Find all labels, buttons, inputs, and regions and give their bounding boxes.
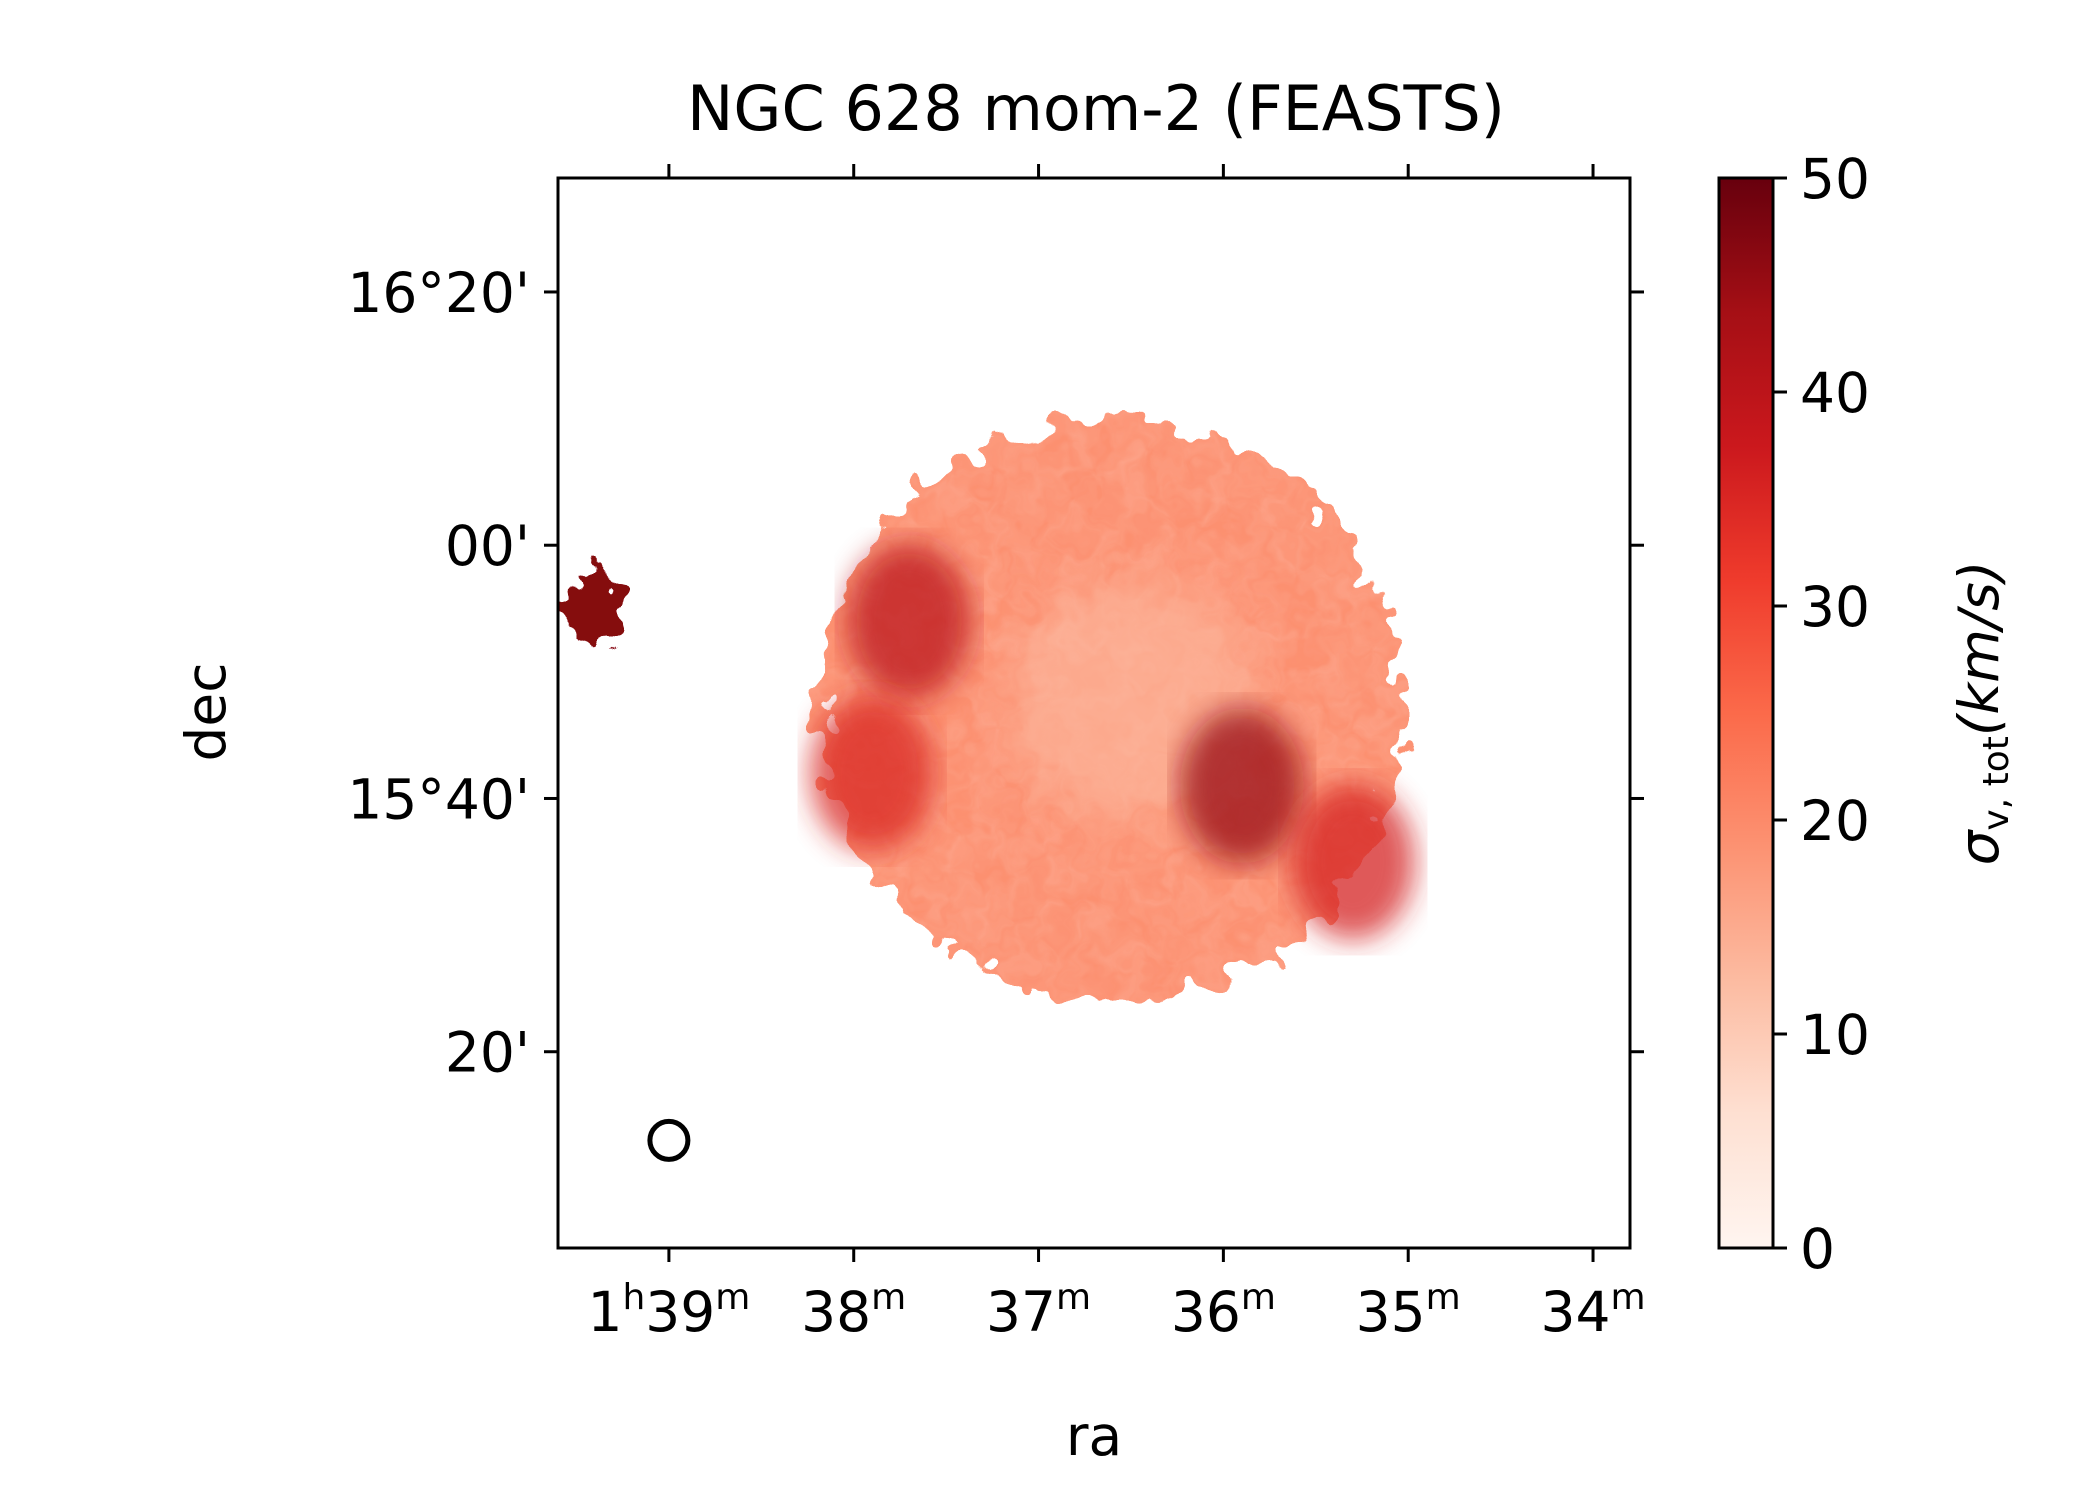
y-tick-label: 20': [445, 1021, 530, 1085]
high-dispersion-region: [1290, 783, 1415, 940]
chart-title: NGC 628 mom-2 (FEASTS): [687, 72, 1505, 145]
x-tick-label-main: 1: [587, 1280, 622, 1344]
x-tick-label-main: 37: [986, 1280, 1056, 1344]
y-axis-label: dec: [174, 663, 238, 762]
colorbar-tick-label: 30: [1800, 575, 1870, 639]
colorbar-label-symbol: σ: [1947, 828, 2011, 865]
x-tick-label: 38m: [801, 1277, 906, 1344]
x-axis-ticks: 1h39m 38m 37m 36m 35m 34m: [587, 164, 1646, 1344]
x-tick-label-superscript: m: [1610, 1277, 1645, 1318]
colorbar-tick-label: 40: [1800, 361, 1870, 425]
beam-circle: [647, 1118, 691, 1162]
x-axis-label: ra: [1066, 1404, 1122, 1468]
x-tick-label-superscript: h: [622, 1277, 645, 1318]
colorbar-ticks: 0 10 20 30 40 50: [1773, 147, 1870, 1281]
heatmap-image: [566, 418, 1415, 1002]
x-tick-label: 34m: [1540, 1277, 1645, 1344]
colorbar-tick-label: 10: [1800, 1003, 1870, 1067]
high-dispersion-region: [847, 543, 972, 700]
x-tick-label: 1h39m: [587, 1277, 750, 1344]
x-tick-label-mid: 39: [645, 1280, 715, 1344]
x-tick-label-superscript: m: [871, 1277, 906, 1318]
x-tick-label: 36m: [1171, 1277, 1276, 1344]
x-tick-label: 35m: [1356, 1277, 1461, 1344]
y-tick-label: 00': [445, 514, 530, 578]
high-dispersion-region: [810, 695, 935, 852]
x-tick-label-superscript: m: [1426, 1277, 1461, 1318]
x-tick-label-superscript: m: [1056, 1277, 1091, 1318]
plot-frame: [556, 176, 1632, 1250]
x-tick-label-superscript: m: [1241, 1277, 1276, 1318]
x-tick-label-main: 34: [1540, 1280, 1610, 1344]
colorbar-tick-label: 0: [1800, 1217, 1835, 1281]
galaxy-emission: [566, 418, 1404, 1002]
colorbar-label-unit: (km/s): [1947, 561, 2011, 737]
high-dispersion-region: [1179, 707, 1304, 864]
colorbar-label-subscript: v, tot: [1976, 736, 2017, 830]
colorbar-tick-label: 50: [1800, 147, 1870, 211]
x-tick-label-superscript: m: [715, 1277, 750, 1318]
x-tick-label-main: 36: [1171, 1280, 1241, 1344]
x-tick-label-main: 35: [1356, 1280, 1426, 1344]
dispersion-highlights: [810, 543, 1415, 940]
y-axis-ticks: 16°20' 00' 15°40' 20': [347, 261, 1644, 1085]
companion-source: [566, 570, 623, 647]
colorbar: [1717, 176, 1775, 1250]
colorbar-label: σv, tot(km/s): [1947, 561, 2017, 866]
x-tick-label-main: 38: [801, 1280, 871, 1344]
y-tick-label: 16°20': [347, 261, 530, 325]
y-tick-label: 15°40': [347, 767, 530, 831]
x-tick-label: 37m: [986, 1277, 1091, 1344]
colorbar-tick-label: 20: [1800, 789, 1870, 853]
